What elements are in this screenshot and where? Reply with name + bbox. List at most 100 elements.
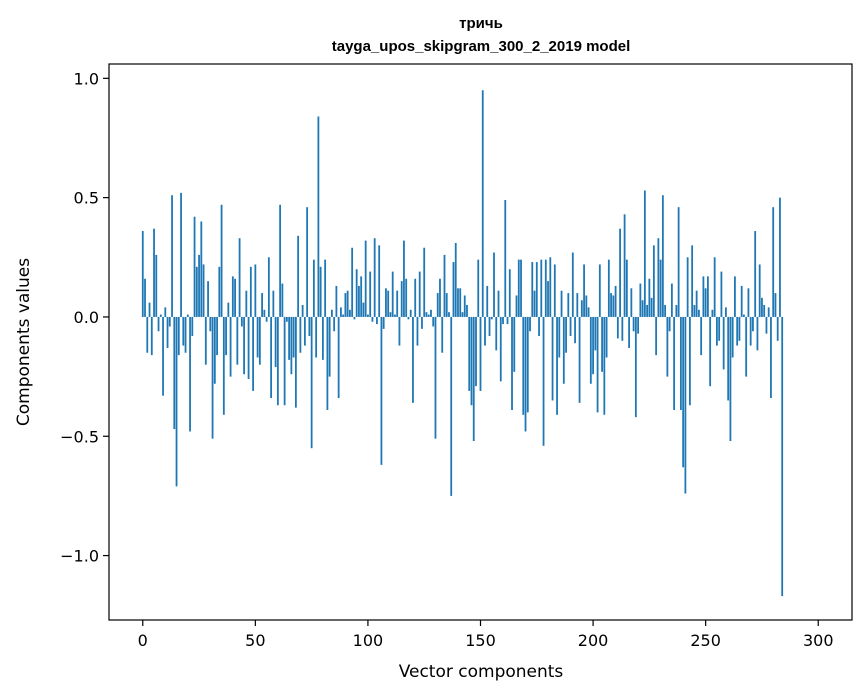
bar-261 (729, 316, 732, 442)
bar-32 (213, 316, 216, 384)
bar-126 (425, 312, 428, 317)
bar-252 (709, 316, 712, 387)
bar-75 (310, 316, 313, 449)
bar-256 (718, 316, 721, 341)
bar-257 (720, 271, 723, 317)
bar-64 (285, 316, 288, 322)
x-tick-label: 50 (245, 631, 265, 650)
bar-87 (337, 316, 340, 399)
bar-279 (770, 316, 772, 399)
bar-161 (504, 200, 507, 317)
bar-50 (254, 264, 257, 317)
bar-143 (463, 295, 466, 317)
bar-236 (673, 316, 676, 410)
bar-163 (508, 269, 511, 317)
x-tick-label: 100 (353, 631, 384, 650)
bar-85 (333, 316, 336, 332)
bar-270 (749, 316, 752, 346)
bar-119 (409, 309, 412, 317)
bar-146 (470, 316, 473, 406)
bar-107 (382, 316, 385, 329)
bar-193 (576, 293, 579, 317)
bar-159 (499, 316, 502, 382)
bar-253 (711, 309, 714, 317)
bar-176 (538, 316, 540, 337)
bar-183 (553, 264, 556, 317)
bar-58 (272, 290, 275, 317)
bar-178 (542, 316, 545, 446)
bar-141 (459, 288, 462, 317)
bar-59 (274, 316, 277, 368)
bar-169 (522, 316, 525, 415)
bar-175 (535, 262, 538, 317)
bar-12 (168, 316, 171, 327)
bar-19 (184, 316, 187, 353)
bar-94 (353, 316, 356, 320)
bar-9 (162, 316, 164, 396)
x-tick-label: 0 (138, 631, 148, 650)
bar-152 (484, 316, 486, 346)
x-axis-label: Vector components (399, 662, 564, 682)
bar-284 (781, 316, 784, 597)
bar-48 (249, 266, 252, 317)
bar-10 (164, 307, 167, 317)
bar-197 (585, 295, 588, 317)
bar-190 (569, 316, 572, 337)
bar-194 (578, 316, 581, 403)
bar-283 (779, 197, 781, 317)
bar-201 (594, 316, 597, 351)
bar-260 (727, 316, 730, 401)
bar-162 (506, 316, 509, 325)
bar-54 (263, 309, 266, 317)
y-tick-label: −1.0 (60, 547, 99, 566)
bar-130 (434, 316, 437, 439)
bar-150 (479, 316, 482, 391)
bar-73 (306, 207, 309, 317)
bar-268 (745, 316, 748, 377)
bar-82 (326, 316, 329, 410)
bar-149 (477, 259, 480, 317)
bar-70 (299, 316, 302, 353)
bar-128 (430, 309, 432, 317)
bar-137 (450, 316, 453, 496)
bar-101 (369, 271, 372, 317)
x-tick-label: 300 (803, 631, 834, 650)
y-tick-label: 0.0 (74, 308, 99, 327)
bar-188 (565, 316, 567, 353)
bar-237 (675, 305, 678, 317)
bar-173 (531, 262, 534, 317)
bar-136 (448, 312, 450, 317)
bar-266 (740, 285, 743, 317)
bar-247 (698, 309, 700, 317)
bar-36 (222, 316, 225, 415)
bar-189 (567, 293, 570, 317)
bar-37 (225, 316, 227, 356)
bar-225 (648, 278, 651, 317)
bar-63 (283, 316, 286, 406)
bar-105 (378, 245, 381, 317)
bar-81 (324, 259, 327, 317)
bar-132 (439, 278, 441, 317)
bar-28 (204, 316, 207, 365)
bar-118 (407, 316, 410, 320)
bar-35 (220, 204, 223, 317)
bar-203 (598, 264, 601, 317)
bar-2 (146, 316, 149, 353)
bar-121 (414, 278, 417, 317)
bar-172 (529, 316, 531, 332)
bar-160 (502, 316, 504, 325)
bar-88 (340, 307, 342, 317)
bar-33 (216, 316, 218, 356)
bar-219 (634, 316, 637, 418)
bar-72 (303, 316, 306, 346)
bar-204 (601, 316, 603, 372)
bar-120 (412, 316, 414, 403)
bar-234 (668, 316, 671, 332)
bar-77 (315, 316, 318, 358)
y-axis-ticks: −1.0 −0.5 0.0 0.5 1.0 (60, 69, 109, 566)
bar-228 (655, 316, 658, 356)
bar-167 (517, 259, 520, 317)
bar-100 (367, 314, 369, 317)
